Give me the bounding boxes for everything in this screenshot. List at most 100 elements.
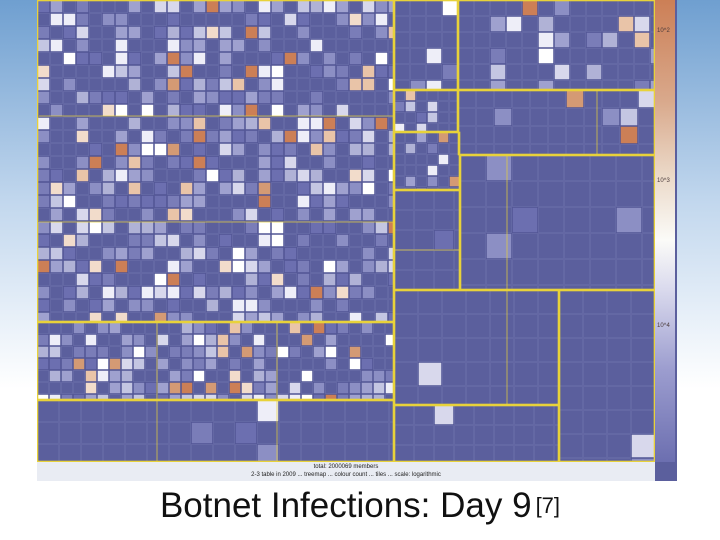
treemap-cell-outline — [583, 410, 607, 434]
treemap-cell-outline — [258, 52, 271, 65]
treemap-cell-outline — [310, 260, 323, 273]
treemap-tile — [128, 286, 141, 299]
treemap-tile — [167, 234, 180, 247]
treemap-cell-outline — [554, 16, 570, 32]
treemap-cell-outline — [590, 259, 616, 285]
treemap-tile — [258, 260, 271, 273]
treemap-tile — [63, 26, 76, 39]
treemap-tile — [362, 13, 375, 26]
treemap-tile — [297, 182, 310, 195]
treemap-cell-outline — [219, 273, 232, 286]
treemap-cell-outline — [337, 334, 349, 346]
treemap-cell-outline — [128, 260, 141, 273]
treemap-tile — [73, 358, 85, 370]
treemap-tile — [297, 117, 310, 130]
colorbar-label-top: 10^2 — [657, 28, 670, 34]
treemap-cell-outline — [169, 334, 181, 346]
treemap-tile — [232, 182, 245, 195]
treemap-cell-outline — [284, 39, 297, 52]
treemap-tile — [154, 78, 167, 91]
treemap-tile — [76, 156, 89, 169]
treemap-tile — [121, 358, 133, 370]
treemap-cell-outline — [607, 338, 631, 362]
treemap-tile — [181, 358, 193, 370]
treemap-tile — [63, 286, 76, 299]
treemap-tile — [128, 52, 141, 65]
treemap-tile — [109, 382, 121, 394]
treemap-cell-outline — [154, 65, 167, 78]
treemap-tile — [349, 312, 362, 322]
treemap-tile — [512, 207, 538, 233]
treemap-tile — [76, 221, 89, 234]
treemap-tile — [271, 130, 284, 143]
treemap-tile — [89, 182, 102, 195]
treemap-tile — [167, 143, 180, 156]
treemap-cell-outline — [297, 39, 310, 52]
treemap-tile — [620, 108, 638, 126]
treemap-tile — [102, 208, 115, 221]
treemap-tile — [362, 260, 375, 273]
treemap-cell-outline — [102, 143, 115, 156]
treemap-cell-outline — [50, 143, 63, 156]
treemap-tile — [490, 64, 506, 80]
treemap-tile — [180, 221, 193, 234]
treemap-tile — [154, 234, 167, 247]
treemap-cell-outline — [141, 26, 154, 39]
treemap-cell-outline — [89, 247, 102, 260]
treemap-cell-outline — [375, 286, 388, 299]
treemap-cell-outline — [310, 234, 323, 247]
citation-reference: [7] — [535, 493, 561, 518]
treemap-cell-outline — [512, 233, 538, 259]
treemap-cell-outline — [373, 358, 385, 370]
treemap-cell-outline — [405, 154, 416, 165]
treemap-tile — [121, 346, 133, 358]
treemap-cell-outline — [362, 39, 375, 52]
treemap-tile — [167, 195, 180, 208]
treemap-cell-outline — [362, 91, 375, 104]
treemap-tile — [193, 286, 206, 299]
treemap-cell-outline — [206, 182, 219, 195]
treemap-cell-outline — [618, 64, 634, 80]
treemap-cell-outline — [336, 91, 349, 104]
treemap-tile — [180, 195, 193, 208]
treemap-tile — [128, 169, 141, 182]
treemap-tile — [297, 195, 310, 208]
treemap-cell-outline — [63, 156, 76, 169]
treemap-tile — [323, 143, 336, 156]
treemap-tile — [245, 273, 258, 286]
treemap-tile — [313, 382, 325, 394]
treemap-cell-outline — [63, 91, 76, 104]
treemap-tile — [85, 382, 97, 394]
treemap-tile — [375, 312, 388, 322]
treemap-tile — [76, 234, 89, 247]
treemap-tile — [245, 117, 258, 130]
treemap-tile — [181, 346, 193, 358]
treemap-cell-outline — [167, 247, 180, 260]
treemap-cell-outline — [426, 64, 442, 80]
treemap-cell-outline — [538, 233, 564, 259]
treemap-cell-outline — [115, 117, 128, 130]
footer-total-line: total: 2000069 members — [313, 464, 379, 470]
treemap-cell-outline — [279, 422, 301, 444]
treemap-region-border — [37, 0, 395, 323]
treemap-tile — [157, 358, 169, 370]
treemap-cell-outline — [530, 126, 548, 144]
treemap-cell-outline — [219, 13, 232, 26]
treemap-tile — [258, 117, 271, 130]
treemap-tile — [427, 143, 438, 154]
treemap-tile — [193, 0, 206, 13]
treemap-tile — [337, 322, 349, 334]
treemap-tile — [245, 286, 258, 299]
treemap-cell-outline — [476, 126, 494, 144]
treemap-tile — [141, 221, 154, 234]
treemap-cell-outline — [167, 130, 180, 143]
treemap-cell-outline — [349, 299, 362, 312]
treemap-cell-outline — [73, 370, 85, 382]
treemap-tile — [145, 346, 157, 358]
treemap-tile — [235, 422, 257, 444]
treemap-tile — [325, 322, 337, 334]
treemap-cell-outline — [50, 117, 63, 130]
treemap-cell-outline — [232, 13, 245, 26]
treemap-tile — [310, 104, 323, 117]
treemap-tile — [180, 247, 193, 260]
